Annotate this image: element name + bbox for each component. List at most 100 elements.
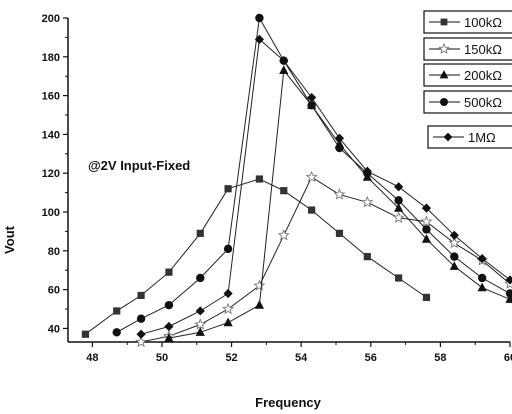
data-point: [421, 234, 432, 243]
data-point: [477, 273, 487, 283]
data-point: [394, 203, 404, 212]
data-point: [165, 268, 173, 276]
legend-marker: [440, 18, 448, 26]
data-point: [477, 253, 487, 264]
data-point: [164, 300, 174, 310]
data-point: [307, 101, 316, 110]
legend-label: 500kΩ: [464, 95, 502, 110]
y-tick-label: 40: [48, 323, 60, 335]
legend-item: 1MΩ: [427, 125, 512, 149]
data-point: [395, 274, 403, 282]
legend: 100kΩ 150kΩ 200kΩ 500kΩ 1MΩ: [423, 10, 512, 149]
data-point: [305, 170, 318, 183]
data-point: [253, 279, 266, 291]
data-point: [449, 230, 459, 240]
x-tick-label: 60: [504, 352, 512, 364]
legend-item: 500kΩ: [423, 90, 512, 114]
data-point: [307, 92, 317, 103]
data-point: [137, 291, 145, 300]
legend-marker: [440, 98, 448, 106]
legend-item: 100kΩ: [423, 10, 512, 34]
legend-box: [423, 63, 512, 87]
y-tick-label: 200: [42, 13, 60, 25]
data-point: [136, 314, 146, 323]
data-point: [81, 330, 90, 338]
data-point: [477, 282, 487, 292]
data-point: [335, 229, 344, 237]
data-point: [422, 225, 431, 234]
data-point: [308, 206, 316, 214]
legend-marker: [438, 42, 450, 54]
data-point: [505, 275, 512, 285]
series-line: [140, 176, 511, 343]
legend-item: 150kΩ: [423, 37, 512, 61]
data-point: [334, 133, 345, 143]
data-point: [224, 185, 232, 193]
x-tick-label: 58: [434, 352, 446, 364]
data-point: [505, 289, 512, 298]
data-point: [196, 229, 204, 237]
data-point: [223, 244, 233, 254]
legend-label: 1MΩ: [468, 130, 496, 145]
x-tick-label: 50: [156, 352, 168, 364]
data-point: [195, 327, 205, 336]
data-point: [135, 335, 148, 348]
data-point: [223, 288, 233, 299]
legend-label: 150kΩ: [464, 42, 502, 57]
data-point: [392, 211, 405, 223]
data-point: [420, 215, 433, 227]
data-point: [421, 203, 432, 213]
data-point: [113, 307, 121, 315]
data-point: [279, 56, 289, 66]
legend-marker: [443, 132, 453, 142]
legend-item: 200kΩ: [423, 63, 512, 87]
y-axis-label: Vout: [2, 225, 17, 254]
ticks-layer: 40 60 80 100 120 140 160 180 200 48 50 52 54 56 58 60: [42, 13, 512, 364]
legend-label: 100kΩ: [464, 15, 502, 30]
x-tick-label: 52: [225, 352, 237, 364]
data-point: [196, 273, 205, 283]
x-tick-label: 48: [86, 352, 98, 364]
series-layer: [81, 13, 512, 348]
y-tick-label: 140: [42, 129, 60, 141]
data-point: [277, 229, 290, 241]
data-point: [448, 236, 461, 249]
data-point: [164, 321, 174, 332]
data-point: [164, 333, 174, 342]
data-point: [255, 13, 264, 23]
x-tick-label: 56: [365, 352, 377, 364]
y-tick-label: 160: [42, 91, 60, 103]
y-tick-label: 180: [42, 52, 60, 64]
series-5: [136, 34, 512, 339]
legend-box: [423, 10, 512, 34]
data-point: [394, 196, 403, 205]
data-point: [394, 182, 404, 192]
legend-box: [423, 37, 512, 61]
legend-marker: [439, 70, 449, 79]
legend-label: 200kΩ: [464, 68, 502, 83]
data-point: [449, 261, 459, 270]
legend-box: [427, 125, 512, 149]
x-axis-label: Frequency: [255, 395, 322, 410]
series-line: [140, 38, 511, 335]
data-point: [363, 253, 371, 261]
data-point: [362, 166, 372, 176]
legend-box: [423, 90, 512, 114]
y-tick-label: 80: [48, 246, 60, 258]
data-point: [195, 306, 205, 316]
data-point: [333, 188, 346, 200]
data-point: [112, 328, 121, 337]
y-tick-label: 120: [42, 168, 60, 180]
series-4: [112, 13, 512, 337]
data-point: [279, 65, 289, 74]
series-line: [85, 178, 427, 335]
y-tick-label: 100: [42, 207, 60, 219]
data-point: [255, 175, 264, 183]
data-point: [254, 34, 265, 44]
data-point: [450, 252, 459, 261]
data-point: [361, 196, 374, 208]
data-point: [280, 187, 288, 195]
series-1: [81, 175, 431, 338]
y-tick-label: 60: [48, 285, 60, 297]
